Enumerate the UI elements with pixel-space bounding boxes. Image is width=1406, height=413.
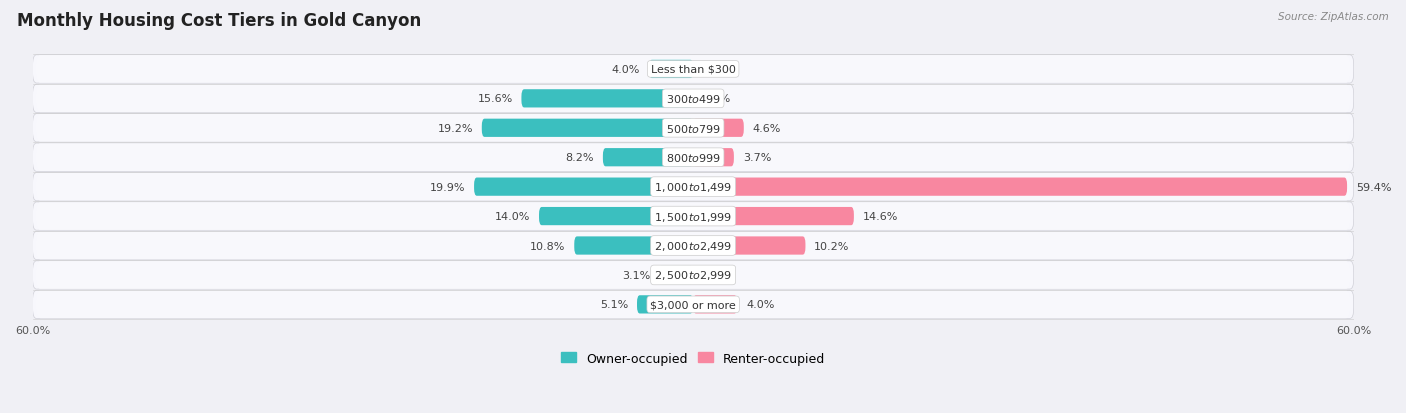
FancyBboxPatch shape (37, 144, 1350, 172)
Legend: Owner-occupied, Renter-occupied: Owner-occupied, Renter-occupied (561, 351, 825, 365)
Text: $3,000 or more: $3,000 or more (651, 300, 735, 310)
Text: 10.2%: 10.2% (814, 241, 849, 251)
FancyBboxPatch shape (37, 56, 1350, 83)
Text: 19.9%: 19.9% (430, 182, 465, 192)
FancyBboxPatch shape (538, 207, 693, 225)
FancyBboxPatch shape (522, 90, 693, 108)
FancyBboxPatch shape (32, 261, 1354, 290)
FancyBboxPatch shape (32, 173, 1354, 201)
Text: 14.0%: 14.0% (495, 211, 530, 221)
FancyBboxPatch shape (32, 144, 1354, 172)
Text: 4.0%: 4.0% (612, 65, 640, 75)
Text: 3.7%: 3.7% (742, 153, 770, 163)
Text: 4.0%: 4.0% (747, 300, 775, 310)
FancyBboxPatch shape (693, 119, 744, 138)
FancyBboxPatch shape (693, 237, 806, 255)
FancyBboxPatch shape (32, 232, 1354, 260)
FancyBboxPatch shape (693, 178, 1347, 196)
FancyBboxPatch shape (603, 149, 693, 167)
FancyBboxPatch shape (650, 61, 693, 79)
FancyBboxPatch shape (37, 203, 1350, 230)
FancyBboxPatch shape (659, 266, 693, 285)
FancyBboxPatch shape (32, 56, 1354, 84)
Text: $1,000 to $1,499: $1,000 to $1,499 (654, 181, 733, 194)
FancyBboxPatch shape (37, 173, 1350, 201)
FancyBboxPatch shape (37, 115, 1350, 142)
FancyBboxPatch shape (693, 296, 737, 314)
Text: 0.0%: 0.0% (702, 270, 730, 280)
Text: Monthly Housing Cost Tiers in Gold Canyon: Monthly Housing Cost Tiers in Gold Canyo… (17, 12, 422, 30)
Text: 3.1%: 3.1% (621, 270, 650, 280)
FancyBboxPatch shape (574, 237, 693, 255)
Text: 59.4%: 59.4% (1355, 182, 1392, 192)
FancyBboxPatch shape (32, 114, 1354, 142)
Text: $300 to $499: $300 to $499 (665, 93, 721, 105)
Text: $2,000 to $2,499: $2,000 to $2,499 (654, 240, 733, 252)
Text: Source: ZipAtlas.com: Source: ZipAtlas.com (1278, 12, 1389, 22)
Text: $500 to $799: $500 to $799 (665, 123, 721, 135)
Text: 0.0%: 0.0% (702, 65, 730, 75)
FancyBboxPatch shape (37, 232, 1350, 260)
FancyBboxPatch shape (32, 202, 1354, 230)
Text: 15.6%: 15.6% (478, 94, 513, 104)
Text: 4.6%: 4.6% (752, 123, 780, 133)
FancyBboxPatch shape (693, 207, 853, 225)
Text: 14.6%: 14.6% (863, 211, 898, 221)
FancyBboxPatch shape (693, 149, 734, 167)
FancyBboxPatch shape (637, 296, 693, 314)
Text: 8.2%: 8.2% (565, 153, 595, 163)
Text: $2,500 to $2,999: $2,500 to $2,999 (654, 269, 733, 282)
Text: 10.8%: 10.8% (530, 241, 565, 251)
FancyBboxPatch shape (32, 85, 1354, 113)
FancyBboxPatch shape (32, 290, 1354, 319)
FancyBboxPatch shape (37, 261, 1350, 289)
FancyBboxPatch shape (37, 291, 1350, 318)
Text: Less than $300: Less than $300 (651, 65, 735, 75)
Text: 19.2%: 19.2% (437, 123, 472, 133)
FancyBboxPatch shape (482, 119, 693, 138)
Text: 5.1%: 5.1% (600, 300, 628, 310)
FancyBboxPatch shape (37, 85, 1350, 113)
Text: $1,500 to $1,999: $1,500 to $1,999 (654, 210, 733, 223)
Text: 0.0%: 0.0% (702, 94, 730, 104)
Text: $800 to $999: $800 to $999 (665, 152, 721, 164)
FancyBboxPatch shape (474, 178, 693, 196)
